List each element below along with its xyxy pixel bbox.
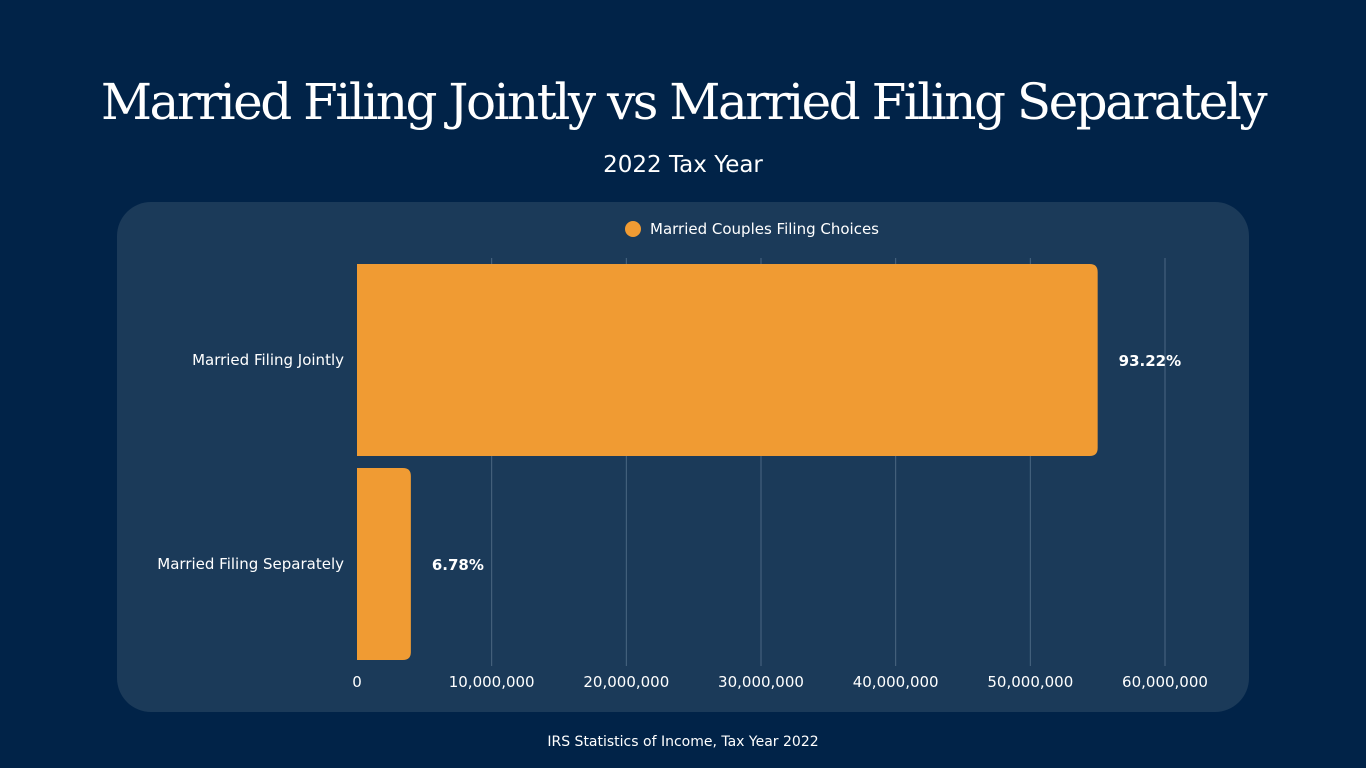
chart-legend: Married Couples Filing Choices (625, 218, 879, 240)
x-tick-label: 40,000,000 (853, 673, 939, 691)
x-tick-label: 30,000,000 (718, 673, 804, 691)
legend-swatch (625, 221, 641, 237)
x-tick-label: 10,000,000 (449, 673, 535, 691)
category-label: Married Filing Separately (157, 555, 344, 573)
chart-title: Married Filing Jointly vs Married Filing… (100, 73, 1268, 131)
source-note: IRS Statistics of Income, Tax Year 2022 (547, 734, 819, 750)
category-label: Married Filing Jointly (192, 351, 344, 369)
x-tick-label: 0 (352, 673, 362, 691)
bar (357, 264, 1098, 456)
bar (357, 468, 411, 660)
data-label: 6.78% (432, 556, 484, 574)
x-tick-label: 20,000,000 (583, 673, 669, 691)
x-tick-label: 60,000,000 (1122, 673, 1208, 691)
x-tick-label: 50,000,000 (987, 673, 1073, 691)
chart-subtitle: 2022 Tax Year (603, 152, 763, 178)
legend-label: Married Couples Filing Choices (650, 220, 879, 238)
data-label: 93.22% (1119, 352, 1181, 370)
